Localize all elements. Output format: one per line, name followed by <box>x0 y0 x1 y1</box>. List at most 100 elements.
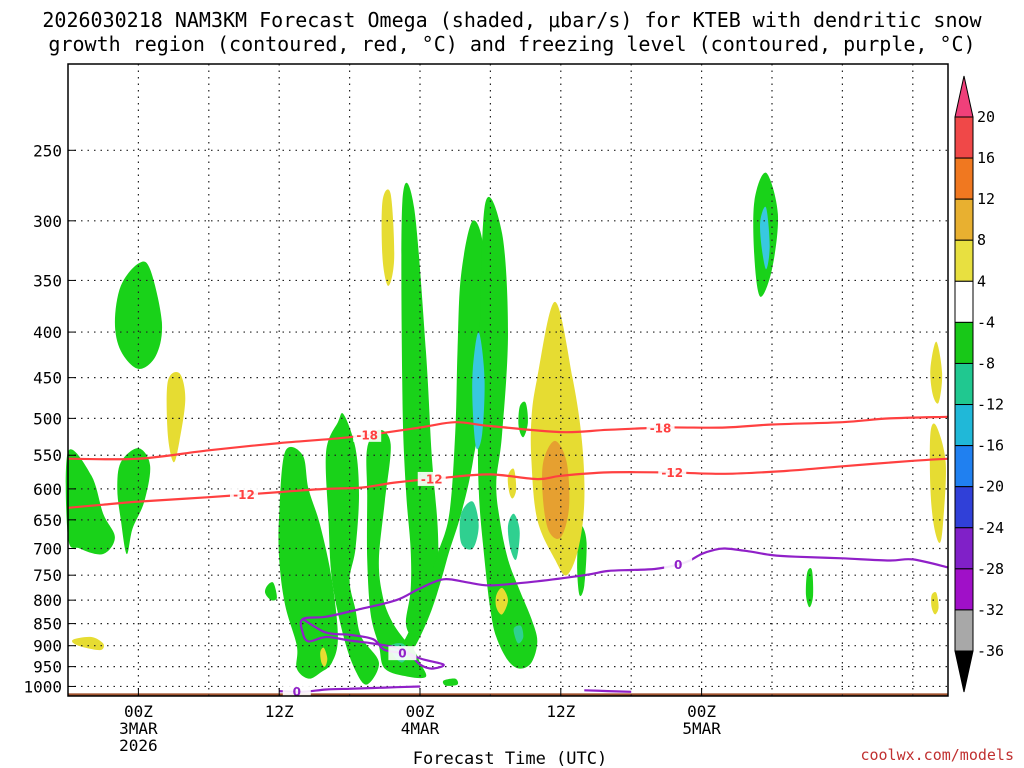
colorbar: 20 16 12 8 4 -4 -8 -12 -16 -20 -24 -28 -32 -36 <box>954 75 1004 693</box>
t-minus-18-label-bg-1 <box>646 420 675 435</box>
t-minus-18-label-0: -18 <box>356 428 378 442</box>
colorbar-label-3: 8 <box>977 231 986 249</box>
y-tick-label-350: 350 <box>33 271 62 290</box>
colorbar-label-13: -36 <box>977 642 1004 660</box>
x-tick-label-0-2: 3MAR <box>119 719 158 738</box>
freezing-level-label-0: 0 <box>398 647 406 661</box>
t-minus-12-label-0: -12 <box>233 488 255 502</box>
freezing-level-surface-label-bg-0 <box>282 684 311 699</box>
colorbar-swatch-4 <box>954 239 974 282</box>
t-minus-12-label-bg-0 <box>230 487 258 502</box>
y-tick-label-550: 550 <box>33 446 62 465</box>
y-axis-ticks: 250 300 350 400 450 500 550 600 650 700 750 800 850 9… <box>23 141 76 696</box>
colorbar-label-10: -24 <box>977 519 1004 537</box>
colorbar-label-6: -8 <box>977 354 995 372</box>
colorbar-label-2: 12 <box>977 190 995 208</box>
freezing-level-label-1: 0 <box>674 558 682 572</box>
surface-terrain <box>68 693 948 696</box>
colorbar-bottom-arrow <box>954 650 974 693</box>
x-tick-label-48-1: 00Z <box>687 702 716 721</box>
y-tick-label-900: 900 <box>33 637 62 656</box>
freezing-level-patch-line <box>584 689 632 693</box>
omega-teal-column <box>459 501 479 550</box>
y-tick-label-400: 400 <box>33 323 62 342</box>
colorbar-swatch-6 <box>954 321 974 364</box>
surface-terrain-layer <box>68 693 948 696</box>
omega-yellow-450 <box>166 372 186 463</box>
x-tick-label-24-1: 00Z <box>406 702 435 721</box>
omega-shading-layer <box>65 172 946 686</box>
y-tick-label-650: 650 <box>33 511 62 530</box>
omega-green-right-780 <box>805 568 814 608</box>
colorbar-swatch-12 <box>954 568 974 611</box>
omega-yellow-right-450 <box>930 341 943 404</box>
x-axis-label: Forecast Time (UTC) <box>413 749 607 768</box>
colorbar-label-1: 16 <box>977 149 995 167</box>
colorbar-swatch-1 <box>954 116 974 159</box>
x-tick-label-0-3: 2026 <box>119 736 158 755</box>
y-tick-label-950: 950 <box>33 658 62 677</box>
t-minus-18-label-bg-0 <box>353 427 382 442</box>
t-minus-12-label-bg-2 <box>658 465 687 480</box>
chart-title-line2: growth region (contoured, red, °C) and f… <box>48 32 975 56</box>
colorbar-label-9: -20 <box>977 478 1004 496</box>
t-minus-12-label-bg-1 <box>417 471 446 486</box>
omega-green-column-b <box>325 413 379 685</box>
contour-layer: -18 -18 -12 -12 -12 0 0 0 <box>67 415 949 699</box>
y-tick-label-700: 700 <box>33 540 62 559</box>
omega-orange-center <box>542 440 570 539</box>
freezing-level-label-bg-0 <box>388 646 417 661</box>
gridlines <box>68 64 948 696</box>
omega-green-300-400 <box>114 261 163 369</box>
credit-text: coolwx.com/models <box>860 746 1014 764</box>
colorbar-label-11: -28 <box>977 560 1004 578</box>
plot-frame <box>67 63 949 697</box>
y-tick-label-600: 600 <box>33 480 62 499</box>
omega-yellow-300 <box>381 189 395 286</box>
omega-cyan-right-300 <box>760 206 770 270</box>
colorbar-label-8: -16 <box>977 437 1004 455</box>
x-tick-label-36-1: 12Z <box>546 702 575 721</box>
t-minus-18-label-1: -18 <box>650 421 672 435</box>
colorbar-swatch-5 <box>954 280 974 323</box>
chart-title-line1: 2026030218 NAM3KM Forecast Omega (shaded… <box>42 8 982 32</box>
y-tick-label-500: 500 <box>33 409 62 428</box>
omega-cyan-column <box>472 332 485 450</box>
colorbar-label-7: -12 <box>977 396 1004 414</box>
colorbar-swatch-10 <box>954 486 974 529</box>
omega-yellow-right-800 <box>931 592 939 615</box>
colorbar-swatch-3 <box>954 198 974 241</box>
colorbar-label-12: -32 <box>977 601 1004 619</box>
omega-green-left-lower <box>65 449 115 555</box>
x-tick-label-0-1: 00Z <box>124 702 153 721</box>
x-tick-label-24-2: 4MAR <box>401 719 440 738</box>
omega-green-dot-780 <box>264 582 277 601</box>
omega-green-column-a <box>278 446 338 679</box>
colorbar-swatch-8 <box>954 404 974 447</box>
omega-green-990 <box>442 678 459 686</box>
t-minus-12-line <box>67 457 949 509</box>
omega-green-column-f <box>477 196 538 669</box>
y-tick-label-300: 300 <box>33 212 62 231</box>
freezing-level-label-bg-1 <box>664 557 693 572</box>
y-tick-label-800: 800 <box>33 591 62 610</box>
y-tick-label-1000: 1000 <box>23 677 62 696</box>
colorbar-swatch-7 <box>954 362 974 406</box>
t-minus-12-label-1: -12 <box>421 472 443 486</box>
colorbar-swatch-11 <box>954 527 974 570</box>
freezing-level-line <box>299 547 949 670</box>
colorbar-swatch-2 <box>954 157 974 200</box>
y-tick-label-450: 450 <box>33 369 62 388</box>
t-minus-12-label-2: -12 <box>661 466 683 480</box>
colorbar-label-0: 20 <box>977 108 995 126</box>
omega-yellow-790 <box>495 587 508 615</box>
colorbar-swatch-9 <box>954 445 974 488</box>
omega-teal-870 <box>513 625 524 644</box>
colorbar-swatch-13 <box>954 609 974 652</box>
omega-yellow-right-550 <box>929 423 946 543</box>
y-tick-label-850: 850 <box>33 615 62 634</box>
colorbar-label-4: 4 <box>977 272 986 290</box>
omega-green-column-e <box>396 220 486 671</box>
y-tick-label-250: 250 <box>33 141 62 160</box>
